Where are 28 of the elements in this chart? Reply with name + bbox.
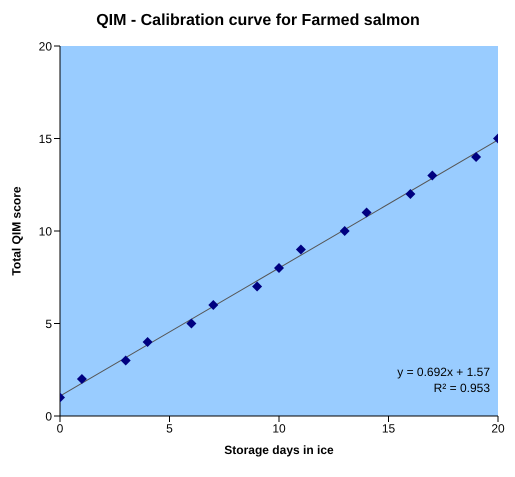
y-tick-label: 5 xyxy=(45,316,52,331)
point xyxy=(427,170,438,180)
point xyxy=(186,318,196,328)
y-tick-label: 10 xyxy=(38,224,52,238)
point xyxy=(76,374,87,384)
point xyxy=(120,356,131,366)
x-tick-label: 20 xyxy=(491,422,505,436)
chart-title: QIM - Calibration curve for Farmed salmon xyxy=(95,11,421,31)
point xyxy=(405,189,416,199)
x-tick-label: 15 xyxy=(382,422,396,436)
point xyxy=(274,263,284,273)
point xyxy=(296,244,306,254)
point xyxy=(208,300,218,310)
y-tick-label: 0 xyxy=(45,409,52,424)
annotation: y = 0.692x + 1.57 xyxy=(397,365,490,379)
point xyxy=(471,152,482,162)
point xyxy=(362,208,372,218)
point xyxy=(252,282,262,292)
point xyxy=(340,226,350,236)
y-tick-label: 15 xyxy=(38,132,52,146)
x-tick-label: 10 xyxy=(272,422,286,436)
point xyxy=(142,337,153,347)
x-tick-label: 5 xyxy=(166,422,174,436)
y-axis-title: Total QIM score xyxy=(9,186,24,276)
annotation: R² = 0.953 xyxy=(434,381,490,395)
y-tick-label: 20 xyxy=(38,39,52,54)
x-axis-title: Storage days in ice xyxy=(224,443,334,457)
x-tick-label: 0 xyxy=(56,422,64,436)
